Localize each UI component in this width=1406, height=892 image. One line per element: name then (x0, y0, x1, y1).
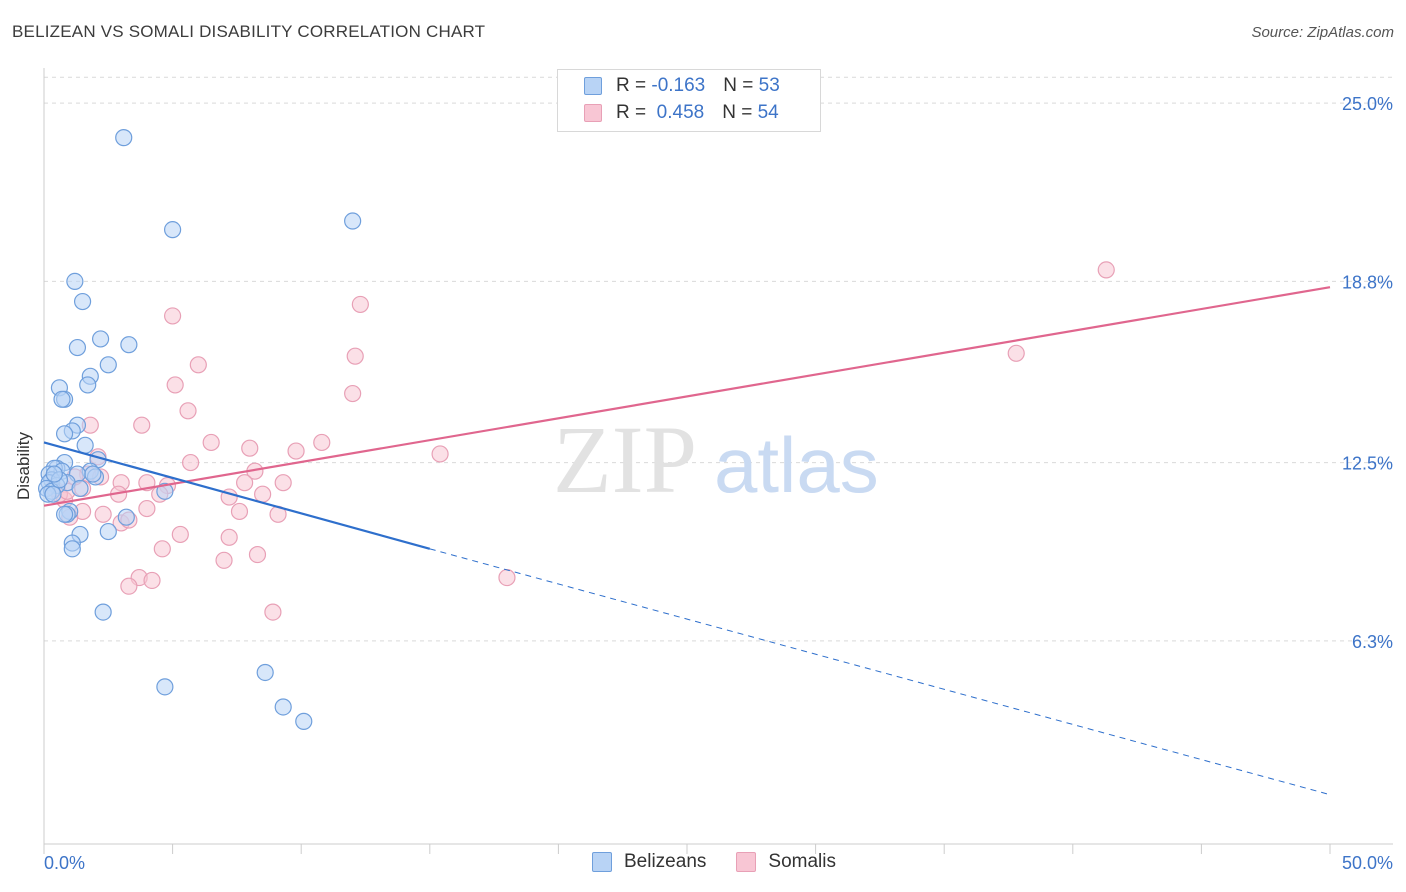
belizeans-point (44, 485, 62, 503)
somalis-point (498, 568, 516, 587)
somalis-point (153, 540, 171, 558)
somalis-point (254, 485, 272, 503)
somalis-point (189, 356, 207, 374)
belizeans-trend-line (43, 441, 431, 550)
belizeans-point (45, 465, 63, 483)
belizeans-point (156, 482, 174, 500)
belizeans-point (115, 129, 133, 147)
somalis-point (133, 416, 151, 434)
axes (43, 68, 1393, 854)
watermark-zip: ZIP (553, 406, 697, 513)
belizeans-point (274, 698, 292, 716)
belizeans-point (79, 376, 97, 394)
chart-title: BELIZEAN VS SOMALI DISABILITY CORRELATIO… (12, 22, 486, 41)
watermark: ZIP atlas (553, 406, 879, 513)
belizeans-point (55, 425, 74, 443)
legend-row-somalis: R = 0.458 N = 54 (584, 101, 779, 125)
belizeans-point (84, 465, 102, 483)
legend-n-label: N = (723, 75, 759, 96)
somalis-point (264, 603, 282, 621)
somalis-point (202, 433, 220, 452)
swatch-belizeans (592, 852, 612, 872)
y-tick-label: 12.5% (1342, 454, 1393, 474)
belizeans-point (94, 603, 112, 621)
belizeans-point (55, 505, 74, 523)
correlation-legend: R = -0.163 N = 53 R = 0.458 N = 54 (557, 69, 821, 132)
watermark-atlas: atlas (714, 421, 879, 509)
legend-n-label: N = (722, 102, 758, 123)
somalis-point (182, 453, 200, 472)
somalis-point (230, 502, 249, 521)
legend-label-somalis: Somalis (768, 851, 836, 872)
legend-row-belizeans: R = -0.163 N = 53 (584, 74, 780, 98)
somalis-point (94, 505, 112, 523)
legend-label-belizeans: Belizeans (624, 851, 707, 872)
legend-r-label: R = (616, 102, 652, 123)
legend-n-value: 53 (758, 75, 780, 96)
tick-labels: 6.3% 12.5% 18.8% 25.0% 0.0% 50.0% (44, 94, 1393, 873)
x-tick-label: 0.0% (44, 853, 85, 873)
somalis-point (248, 545, 267, 564)
somalis-point (351, 295, 369, 314)
belizeans-point (256, 663, 274, 682)
belizeans-point (73, 292, 92, 311)
belizeans-point (344, 212, 362, 230)
legend-item-somalis: Somalis (736, 851, 836, 873)
y-tick-label: 25.0% (1342, 94, 1393, 114)
belizeans-point (66, 272, 84, 291)
somalis-point (171, 525, 189, 544)
belizeans-points (37, 129, 362, 730)
somalis-point (241, 439, 259, 457)
belizeans-point (68, 338, 87, 357)
y-tick-label: 6.3% (1352, 632, 1393, 652)
x-tick-label: 50.0% (1342, 853, 1393, 873)
swatch-somalis (736, 852, 757, 872)
gridlines (44, 76, 1393, 642)
somalis-point (215, 551, 233, 569)
legend-swatch-pink (584, 104, 602, 122)
somalis-point (220, 528, 238, 546)
belizeans-point (53, 390, 71, 408)
somalis-point (164, 307, 182, 325)
belizeans-point (76, 436, 94, 454)
somalis-point (287, 442, 305, 460)
belizeans-point (120, 336, 138, 354)
somalis-point (431, 445, 449, 463)
legend-r-value: -0.163 (651, 75, 706, 96)
somalis-point (344, 384, 362, 403)
trend-lines (43, 286, 1331, 796)
somalis-point (346, 347, 364, 365)
belizeans-trend-extension (429, 548, 1331, 796)
source-label: Source: ZipAtlas.com (1251, 24, 1394, 41)
belizeans-point (91, 330, 110, 348)
somalis-point (179, 402, 197, 420)
legend-item-belizeans: Belizeans (592, 851, 706, 873)
somalis-trend-line (43, 286, 1331, 507)
legend-r-label: R = (616, 75, 652, 96)
series-legend: Belizeans Somalis (592, 851, 866, 873)
legend-n-value: 54 (757, 102, 779, 123)
y-tick-label: 18.8% (1342, 272, 1393, 292)
belizeans-point (99, 356, 117, 374)
y-axis-label: Disability (14, 431, 33, 500)
somalis-point (236, 474, 254, 492)
somalis-point (166, 376, 184, 394)
somalis-point (143, 571, 161, 590)
legend-r-value: 0.458 (651, 102, 705, 123)
somalis-point (1007, 344, 1025, 362)
somalis-point (120, 577, 138, 595)
belizeans-point (117, 508, 135, 526)
somalis-point (138, 499, 156, 518)
belizeans-point (71, 479, 89, 498)
belizeans-point (63, 540, 81, 558)
somalis-point (313, 433, 331, 452)
belizeans-point (99, 522, 117, 541)
belizeans-point (164, 221, 182, 239)
somalis-point (274, 474, 292, 492)
somalis-point (1097, 261, 1115, 279)
belizeans-point (295, 712, 313, 730)
belizeans-point (156, 678, 174, 696)
legend-swatch-blue (584, 77, 602, 95)
